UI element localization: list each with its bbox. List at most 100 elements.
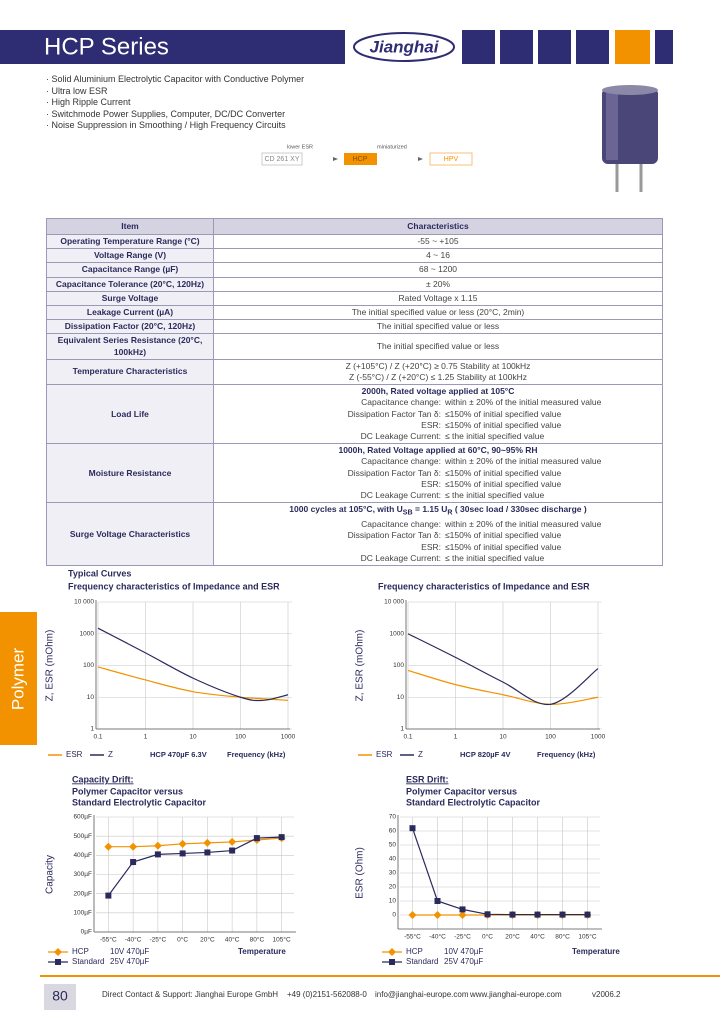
- spec-table: Item Characteristics Operating Temperature…: [46, 218, 663, 566]
- marker: [179, 850, 186, 857]
- condition: ESR: ≤150% of initial specified value: [217, 479, 659, 490]
- legend-marker: [54, 948, 62, 956]
- condition-label: Dissipation Factor Tan δ:: [347, 408, 441, 419]
- condition: Capacitance change: within ± 20% of the i…: [217, 519, 659, 530]
- x-tick-label: 0°C: [482, 933, 493, 941]
- flow-label: miniaturized: [377, 144, 407, 150]
- table-row: Temperature Characteristics Z (+105°C) / …: [46, 358, 663, 386]
- legend-spec: 25V 470µF: [110, 957, 149, 966]
- legend-marker: [55, 959, 61, 965]
- item-cell: Capacitance Range (µF): [46, 262, 214, 278]
- marker: [278, 834, 285, 841]
- value-cell: 1000h, Rated Voltage applied at 60°C, 90…: [213, 443, 663, 504]
- condition-label: ESR:: [421, 478, 441, 489]
- value: ± 20%: [425, 278, 451, 289]
- feature: High Ripple Current: [46, 97, 304, 109]
- marker: [559, 911, 566, 918]
- value-cell: 2000h, Rated voltage applied at 105°C Cap…: [213, 384, 663, 445]
- legend-label: ESR: [66, 750, 83, 759]
- x-tick-label: 100: [545, 734, 556, 741]
- condition-value: ≤ the initial specified value: [445, 552, 545, 563]
- value: The initial specified value or less (20°…: [351, 307, 525, 318]
- y-tick-label: 10: [87, 694, 95, 701]
- x-tick-label: 105°C: [578, 933, 596, 941]
- condition-label: Capacitance change:: [361, 519, 441, 530]
- value-cell: ± 20%: [213, 276, 663, 292]
- item-cell: Surge Voltage Characteristics: [46, 502, 214, 566]
- condition: Capacitance change: within ± 20% of the i…: [217, 397, 659, 408]
- header-square: [576, 30, 609, 64]
- flow-label: lower ESR: [287, 144, 313, 150]
- x-axis-title: Temperature: [572, 947, 620, 956]
- y-tick-label: 100: [393, 662, 404, 669]
- y-tick-label: 1000: [80, 630, 95, 637]
- marker: [408, 911, 417, 919]
- y-tick-label: 200µF: [73, 890, 92, 897]
- condition: DC Leakage Current: ≤ the initial specifi…: [217, 553, 659, 564]
- x-tick-label: 0°C: [177, 936, 188, 944]
- marker: [178, 839, 187, 848]
- flow-step: CD 261 XY: [264, 156, 299, 163]
- table-row: Moisture Resistance 1000h, Rated Voltage …: [46, 443, 663, 504]
- marker: [409, 825, 416, 832]
- condition-value: within ± 20% of the initial measured val…: [445, 397, 602, 408]
- condition: ESR: ≤150% of initial specified value: [217, 420, 659, 431]
- condition-heading: 2000h, Rated voltage applied at 105°C: [217, 386, 659, 397]
- y-tick-label: 0µF: [81, 929, 92, 936]
- item-cell: Equivalent Series Resistance (20°C, 100k…: [46, 333, 214, 360]
- chart-subtitle: Polymer Capacitor versus: [72, 786, 183, 796]
- condition-value: within ± 20% of the initial measured val…: [445, 456, 602, 467]
- value: The initial specified value or less: [376, 341, 500, 352]
- y-tick-label: 0: [392, 912, 396, 919]
- condition-value: ≤150% of initial specified value: [445, 530, 562, 541]
- x-tick-label: 105°C: [273, 936, 291, 944]
- header-square: [615, 30, 650, 64]
- y-axis-title: ESR (Ohm): [355, 847, 366, 899]
- x-tick-label: -40°C: [429, 933, 446, 941]
- x-tick-label: -25°C: [150, 936, 167, 944]
- y-tick-label: 40: [389, 856, 397, 863]
- condition-label: DC Leakage Current:: [360, 490, 441, 501]
- value-cell: The initial specified value or less (20°…: [213, 305, 663, 321]
- y-tick-label: 70: [389, 814, 397, 821]
- x-tick-label: -55°C: [100, 936, 117, 944]
- header-square: [462, 30, 495, 64]
- x-tick-label: -40°C: [125, 936, 142, 944]
- marker: [130, 859, 137, 866]
- footer-web[interactable]: www.jianghai-europe.com: [469, 990, 562, 999]
- chart-title: Frequency characteristics of Impedance a…: [378, 581, 590, 591]
- footer-contact: Direct Contact & Support: Jianghai Europ…: [102, 990, 278, 999]
- y-tick-label: 1000: [390, 630, 405, 637]
- marker: [484, 911, 491, 918]
- value: 68 ~ 1200: [418, 264, 458, 275]
- table-row: Leakage Current (µA) The initial specifie…: [46, 305, 663, 321]
- table-row: Surge Voltage Rated Voltage x 1.15: [46, 290, 663, 307]
- legend-label: Standard: [72, 957, 104, 966]
- legend-label: Z: [108, 750, 113, 759]
- x-axis-title: Frequency (kHz): [537, 750, 596, 759]
- marker: [584, 911, 591, 918]
- y-tick-label: 10: [397, 694, 405, 701]
- marker: [204, 849, 211, 856]
- chart-title: Capacity Drift:: [72, 774, 134, 784]
- marker: [153, 841, 162, 850]
- chart-subtitle: Standard Electrolytic Capacitor: [72, 797, 207, 807]
- table-row: Capacitance Range (µF) 68 ~ 1200: [46, 262, 663, 278]
- x-tick-label: -55°C: [404, 933, 421, 941]
- item-cell: Moisture Resistance: [46, 443, 214, 504]
- condition-value: within ± 20% of the initial measured val…: [445, 519, 602, 530]
- heading-part: 2000h, Rated voltage applied at 105°C: [361, 386, 515, 397]
- table-row: Capacitance Tolerance (20°C, 120Hz) ± 20%: [46, 276, 663, 292]
- value-line: Z (+105°C) / Z (+20°C) ≥ 0.75 Stability …: [345, 360, 531, 371]
- marker: [253, 835, 260, 842]
- x-tick-label: 10: [189, 734, 197, 741]
- value: Rated Voltage x 1.15: [398, 292, 478, 303]
- y-tick-label: 50: [389, 842, 397, 849]
- chart-subtitle: Polymer Capacitor versus: [406, 786, 517, 796]
- footer-email[interactable]: info@jianghai-europe.com: [375, 990, 469, 999]
- y-axis-title: Z, ESR (mOhm): [355, 630, 366, 702]
- flow-box: [261, 152, 303, 166]
- condition: DC Leakage Current: ≤ the initial specifi…: [217, 431, 659, 442]
- table-header: Item Characteristics: [46, 218, 663, 235]
